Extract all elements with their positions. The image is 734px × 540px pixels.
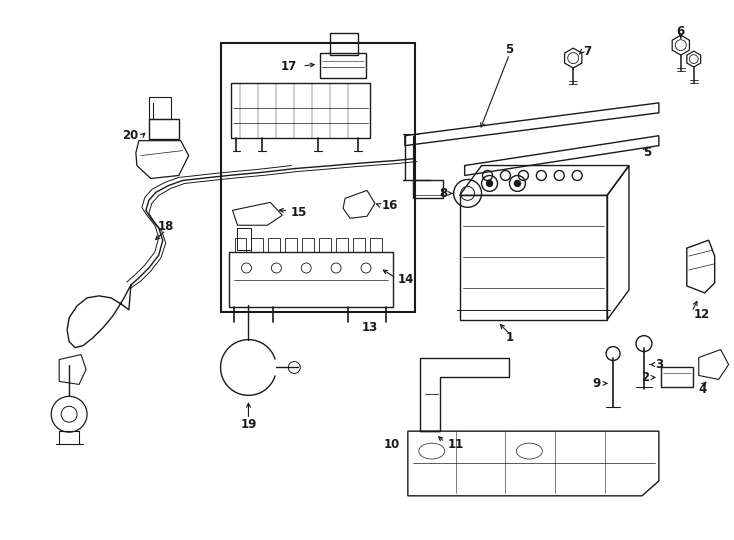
Bar xyxy=(459,195,607,320)
Bar xyxy=(319,238,331,252)
Text: 1: 1 xyxy=(506,331,514,344)
Text: 17: 17 xyxy=(280,59,297,72)
Text: 6: 6 xyxy=(677,25,685,38)
Bar xyxy=(370,238,382,252)
Bar xyxy=(336,238,348,252)
Text: 18: 18 xyxy=(158,220,174,233)
Text: 8: 8 xyxy=(440,187,448,200)
Text: 5: 5 xyxy=(505,43,514,56)
Text: 20: 20 xyxy=(123,129,139,142)
Text: 2: 2 xyxy=(641,371,649,384)
Circle shape xyxy=(487,180,493,186)
Text: 3: 3 xyxy=(655,358,663,371)
Bar xyxy=(661,368,693,387)
Bar xyxy=(230,83,370,138)
Text: 11: 11 xyxy=(448,437,464,450)
Circle shape xyxy=(515,180,520,186)
Bar xyxy=(149,97,171,119)
Text: 5: 5 xyxy=(643,146,651,159)
Text: 7: 7 xyxy=(584,45,592,58)
Text: 16: 16 xyxy=(382,199,399,212)
Bar xyxy=(286,238,297,252)
Bar xyxy=(220,43,415,312)
Text: 15: 15 xyxy=(290,206,307,219)
Bar xyxy=(269,238,280,252)
Bar xyxy=(234,238,247,252)
Bar xyxy=(149,119,178,139)
Text: 12: 12 xyxy=(694,308,710,321)
Text: 9: 9 xyxy=(593,377,601,390)
Bar xyxy=(228,252,393,307)
Bar xyxy=(238,228,252,250)
Bar xyxy=(302,238,314,252)
Text: 13: 13 xyxy=(362,321,378,334)
Text: 19: 19 xyxy=(240,418,257,431)
Bar xyxy=(320,53,366,78)
Text: 4: 4 xyxy=(699,383,707,396)
Text: 10: 10 xyxy=(384,437,400,450)
Text: 14: 14 xyxy=(398,273,414,286)
Bar xyxy=(413,180,443,198)
Bar xyxy=(252,238,264,252)
Bar xyxy=(353,238,365,252)
Bar xyxy=(330,33,358,55)
